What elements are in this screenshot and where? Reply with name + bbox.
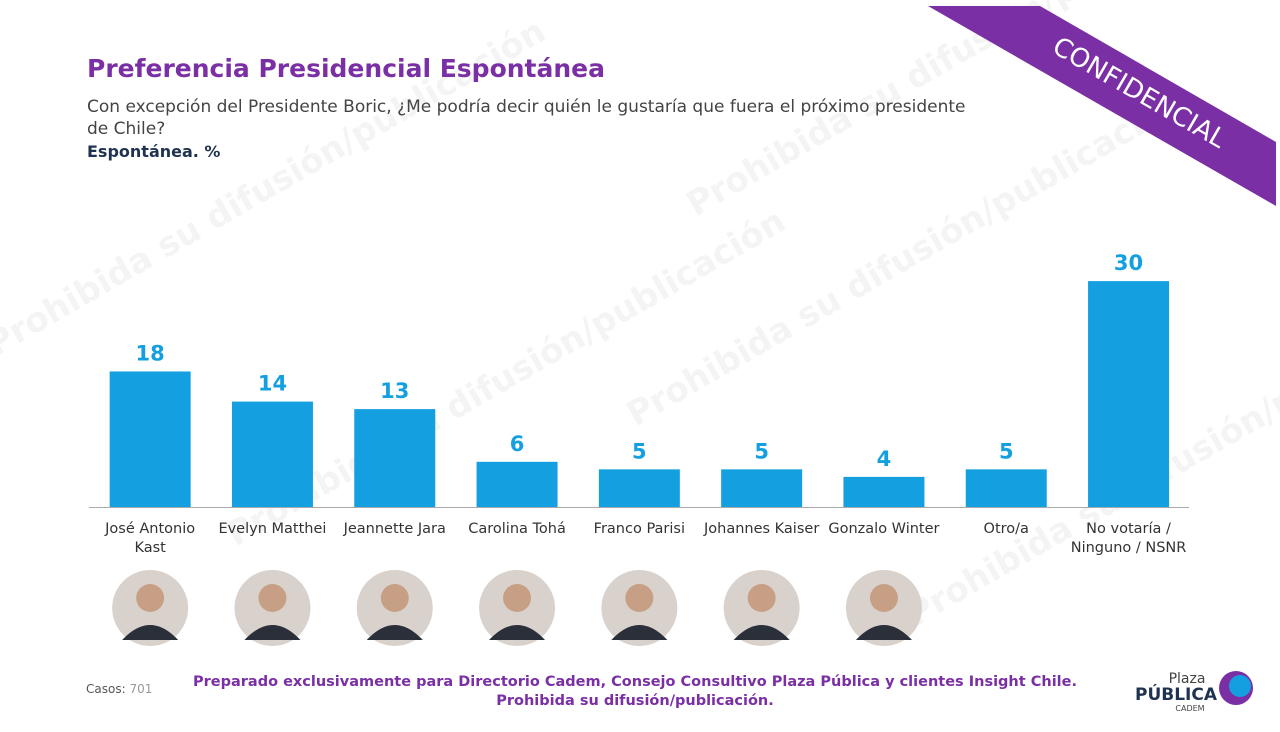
footer-line: Prohibida su difusión/publicación. <box>496 693 774 709</box>
candidate-photo <box>244 625 301 640</box>
bar <box>721 469 803 507</box>
bar <box>965 469 1047 507</box>
candidate-photo <box>625 584 654 612</box>
logo-main: PÚBLICA <box>1135 683 1218 705</box>
value-label: 5 <box>754 439 769 463</box>
candidate-photo <box>258 584 287 612</box>
value-label: 13 <box>380 379 409 403</box>
logo-sub: CADEM <box>1175 704 1204 713</box>
x-tick-label: Evelyn Matthei <box>218 521 327 537</box>
cases: Casos: 701 <box>86 682 152 696</box>
x-tick-label: Carolina Tohá <box>468 521 566 537</box>
bar <box>1088 281 1170 507</box>
x-tick-label: Franco Parisi <box>593 521 685 537</box>
candidate-photo <box>869 584 898 612</box>
candidate-photo <box>122 625 179 640</box>
footer-line: Preparado exclusivamente para Directorio… <box>193 674 1077 690</box>
photos <box>112 570 922 646</box>
badge-text: CONFIDENCIAL <box>1047 31 1231 155</box>
x-tick-label: Jeannette Jara <box>343 521 446 537</box>
candidate-photo <box>380 584 409 612</box>
bar <box>109 371 191 507</box>
value-label: 18 <box>136 341 165 365</box>
candidate-photo <box>733 625 790 640</box>
logo-icon <box>1229 675 1251 697</box>
x-tick-label: Otro/a <box>983 521 1029 537</box>
measure-label: Espontánea. % <box>87 142 221 161</box>
candidate-photo <box>503 584 532 612</box>
candidate-photo <box>489 625 546 640</box>
candidate-photo <box>136 584 165 612</box>
bar <box>476 461 558 507</box>
chart-title: Preferencia Presidencial Espontánea <box>87 54 605 83</box>
value-label: 30 <box>1114 251 1143 275</box>
candidate-photo <box>855 625 912 640</box>
bar <box>231 401 313 507</box>
value-label: 14 <box>258 372 287 396</box>
logo-top: Plaza <box>1169 671 1206 687</box>
bar <box>843 476 925 507</box>
bar <box>598 469 680 507</box>
x-tick-label: Johannes Kaiser <box>703 521 820 537</box>
value-label: 5 <box>632 439 647 463</box>
x-tick-label: José Antonio Kast <box>105 521 196 556</box>
value-label: 4 <box>877 447 892 471</box>
cases-value: 701 <box>129 682 153 696</box>
chart-subtitle: Con excepción del Presidente Boric, ¿Me … <box>87 97 966 139</box>
candidate-photo <box>366 625 423 640</box>
cases-label: Casos: <box>86 682 126 696</box>
badge-ribbon <box>928 6 1276 206</box>
bar <box>354 409 436 507</box>
x-tick-label: Gonzalo Winter <box>828 521 940 537</box>
x-tick-label: No votaría / Ninguno / NSNR <box>1070 521 1187 556</box>
candidate-photo <box>747 584 776 612</box>
value-label: 5 <box>999 439 1014 463</box>
candidate-photo <box>611 625 668 640</box>
value-label: 6 <box>510 432 525 456</box>
